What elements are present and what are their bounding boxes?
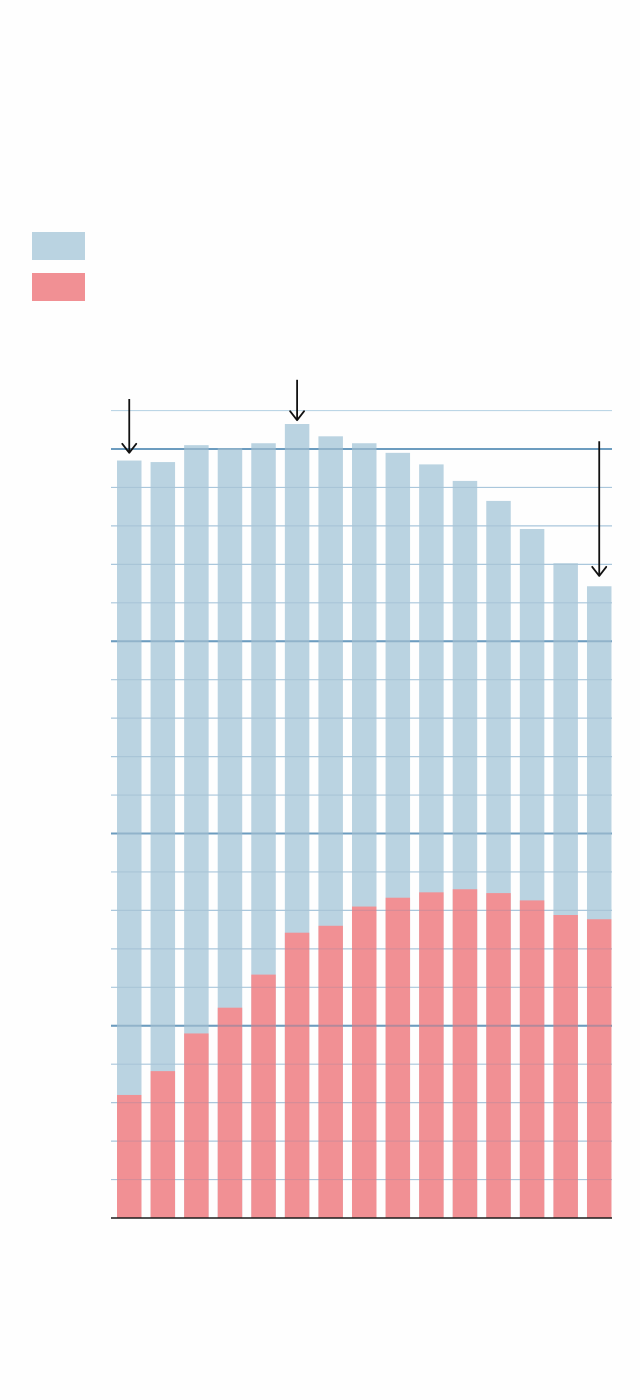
arrow-head (591, 565, 608, 577)
bar-part (150, 1071, 176, 1218)
legend-swatch-part (32, 273, 85, 301)
bar-part (385, 897, 411, 1218)
arrow-head (121, 442, 138, 454)
bar-part (284, 932, 310, 1218)
bar-part (586, 919, 612, 1218)
gridlines-overlay (111, 448, 612, 1181)
legend-swatch-total (32, 232, 85, 260)
bar-part (519, 900, 545, 1218)
bar-part (217, 1007, 243, 1218)
bar-part (184, 1033, 209, 1218)
bars (117, 424, 612, 1219)
bar-part (452, 889, 478, 1218)
bar-part (553, 915, 578, 1218)
bar-part (318, 925, 343, 1218)
bar-total (117, 460, 142, 1218)
bar-part (486, 893, 511, 1218)
bar-part (251, 974, 276, 1218)
arrow-head (289, 410, 306, 422)
bar-part (117, 1094, 142, 1218)
bar-part (351, 906, 377, 1218)
bar-part (419, 892, 444, 1218)
annotation-arrows (121, 379, 608, 577)
